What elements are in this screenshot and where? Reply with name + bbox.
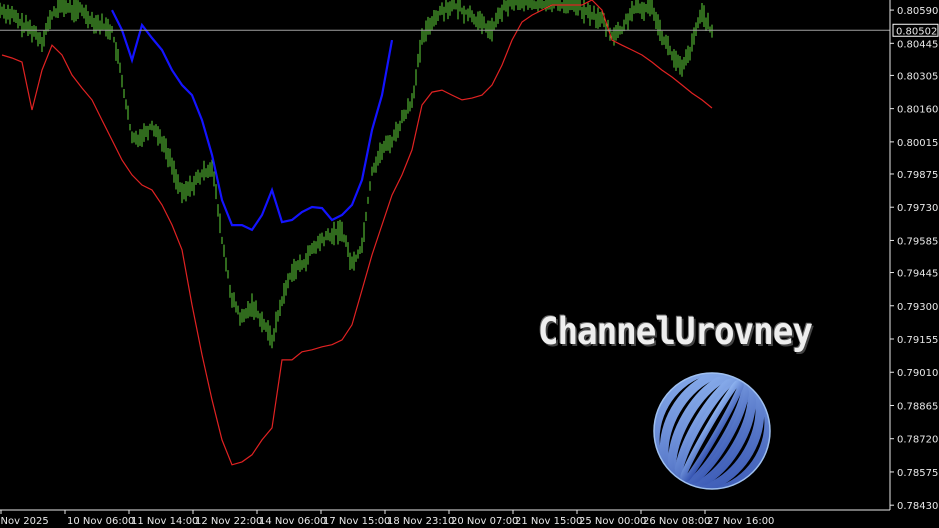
y-tick-label: 0.79445 <box>897 269 938 280</box>
x-tick-label: 27 Nov 16:00 <box>707 516 774 527</box>
y-tick-label: 0.78430 <box>897 501 938 512</box>
y-tick-label: 0.78575 <box>897 468 938 479</box>
y-tick-label: 0.78865 <box>897 401 938 412</box>
y-tick-label: 0.80445 <box>897 39 938 50</box>
y-tick-label: 0.79875 <box>897 170 938 181</box>
y-tick-label: 0.80160 <box>897 105 938 116</box>
x-tick-label: 26 Nov 08:00 <box>643 516 710 527</box>
lower-band-line <box>1 0 713 466</box>
globe-logo-icon <box>651 370 773 492</box>
y-tick-label: 0.80305 <box>897 71 938 82</box>
y-tick-label: 0.78720 <box>897 435 938 446</box>
x-tick-label: 6 Nov 2025 <box>0 516 49 527</box>
current-price-box <box>892 23 939 37</box>
indicator-lines <box>1 0 713 466</box>
x-tick-label: 17 Nov 15:00 <box>323 516 390 527</box>
current-price-label: 0.80502 <box>896 26 937 37</box>
x-tick-label: 25 Nov 00:00 <box>579 516 646 527</box>
y-tick-label: 0.79585 <box>897 236 938 247</box>
y-tick-label: 0.79010 <box>897 368 938 379</box>
price-axis[interactable]: 0.80590 0.80445 0.80305 0.80160 0.80015 0.798… <box>889 0 939 512</box>
x-tick-label: 11 Nov 14:00 <box>131 516 198 527</box>
x-tick-label: 21 Nov 15:00 <box>515 516 582 527</box>
x-tick-label: 20 Nov 07:00 <box>451 516 518 527</box>
y-tick-label: 0.79300 <box>897 302 938 313</box>
x-tick-label: 14 Nov 06:00 <box>259 516 326 527</box>
y-tick-label: 0.79155 <box>897 335 938 346</box>
y-tick-label: 0.80015 <box>897 138 938 149</box>
x-tick-label: 10 Nov 06:00 <box>67 516 134 527</box>
x-tick-label: 18 Nov 23:10 <box>387 516 454 527</box>
upper-band-line <box>111 9 394 232</box>
y-tick-label: 0.80590 <box>897 6 938 17</box>
price-bars <box>0 0 713 349</box>
channel-logo-text: ChannelUrovney <box>538 310 813 353</box>
x-tick-label: 12 Nov 22:00 <box>195 516 262 527</box>
y-tick-label: 0.79730 <box>897 203 938 214</box>
